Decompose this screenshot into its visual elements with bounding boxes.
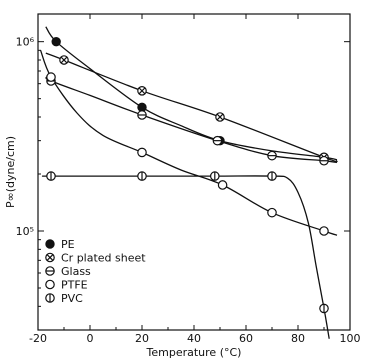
marker-circle <box>46 72 56 82</box>
curves <box>39 26 338 339</box>
data-point-4-2 <box>210 171 220 181</box>
y-axis-title: P∞(dyne/cm) <box>4 136 17 208</box>
marker-cross-b <box>138 87 146 95</box>
data-point-2-4 <box>319 155 329 166</box>
data-point-3-4 <box>319 226 329 236</box>
series-line-1 <box>45 52 338 163</box>
y-tick-label: 10⁶ <box>16 36 35 49</box>
x-tick-label: 40 <box>187 332 201 345</box>
data-points <box>46 36 329 314</box>
data-point-3-2 <box>217 180 228 190</box>
data-point-2-2 <box>212 135 223 146</box>
data-point-0-0 <box>51 36 61 47</box>
legend-label-0: PE <box>61 238 75 251</box>
marker-circle <box>217 180 228 190</box>
marker-cross-b <box>216 113 224 121</box>
marker-filled <box>45 239 55 249</box>
series-line-2 <box>45 76 338 164</box>
series-line-4 <box>41 175 330 339</box>
legend-marker-2 <box>45 266 55 276</box>
data-point-3-3 <box>267 207 277 218</box>
data-point-1-1 <box>137 86 147 96</box>
axes: -20 0 20 40 60 80 100 10⁵ 10⁶ <box>16 13 361 345</box>
x-tick-label: 0 <box>87 332 94 345</box>
x-tick-label: 20 <box>135 332 149 345</box>
x-tick-label: 60 <box>239 332 253 345</box>
legend-marker-4 <box>45 293 55 303</box>
x-tick-label: -20 <box>29 332 47 345</box>
data-point-2-3 <box>267 150 277 161</box>
data-point-4-4 <box>319 303 329 314</box>
data-point-2-1 <box>137 110 147 120</box>
x-axis-title: Temperature (°C) <box>146 346 242 359</box>
legend-label-3: PTFE <box>61 279 88 292</box>
data-point-4-3 <box>267 171 277 181</box>
legend-label-1: Cr plated sheet <box>61 252 146 265</box>
marker-circle <box>267 207 277 218</box>
legend-label-4: PVC <box>61 292 83 305</box>
marker-cross-b <box>46 254 54 261</box>
marker-circle <box>319 226 329 236</box>
marker-cross-b <box>60 56 68 64</box>
series-line-0 <box>45 26 338 161</box>
data-point-3-1 <box>137 147 147 158</box>
data-point-1-2 <box>215 112 225 122</box>
data-point-1-0 <box>59 55 69 65</box>
legend-marker-0 <box>45 239 55 249</box>
data-point-4-1 <box>137 171 147 181</box>
marker-circle <box>137 147 147 158</box>
y-tick-label: 10⁵ <box>16 225 34 238</box>
marker-circle <box>45 279 55 290</box>
legend-marker-1 <box>45 252 55 263</box>
data-point-3-0 <box>46 72 56 82</box>
legend-marker-3 <box>45 279 55 290</box>
data-point-4-0 <box>46 171 56 181</box>
x-tick-label: 80 <box>291 332 305 345</box>
x-tick-label: 100 <box>340 332 361 345</box>
series-line-3 <box>39 50 338 236</box>
marker-filled <box>51 36 61 47</box>
legend-label-2: Glass <box>61 265 91 278</box>
